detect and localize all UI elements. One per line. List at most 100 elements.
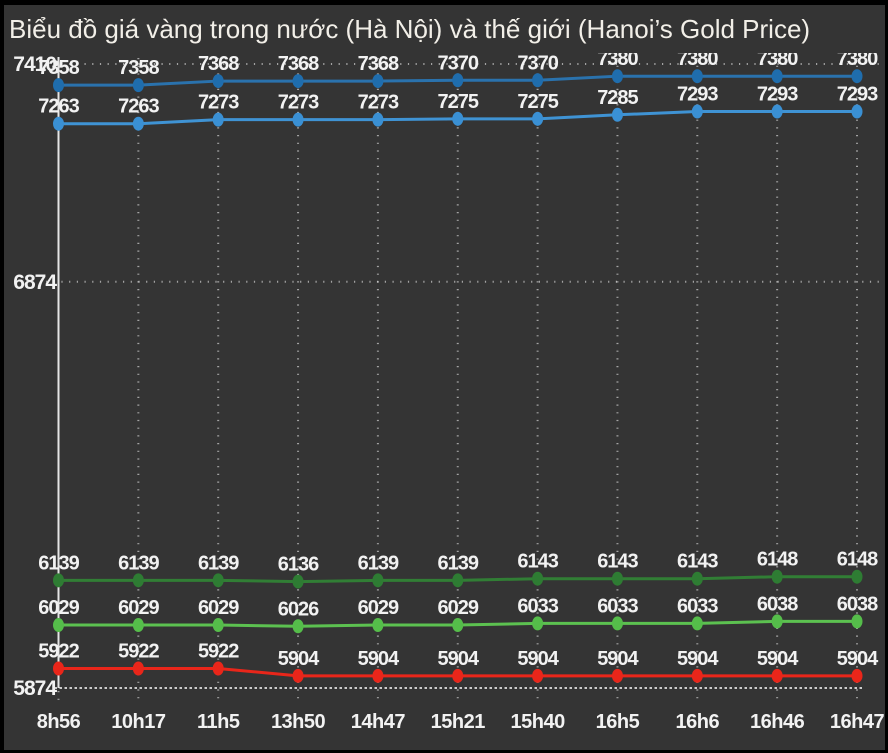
series-line-1: 7358 7358 7368 7368 7368 7370 7370 7380 7380 7380… xyxy=(38,48,879,93)
point-label: 6029 xyxy=(38,597,79,619)
data-point xyxy=(372,74,384,89)
x-tick-label: 16h5 xyxy=(596,711,640,733)
point-label: 7370 xyxy=(517,52,558,74)
data-point xyxy=(771,569,783,584)
point-label: 6136 xyxy=(278,554,319,576)
data-point xyxy=(532,111,544,126)
data-point xyxy=(132,618,144,633)
point-label: 6139 xyxy=(118,552,159,574)
x-tick-label: 8h56 xyxy=(37,711,81,733)
data-point xyxy=(771,69,783,84)
point-label: 7380 xyxy=(597,48,638,70)
data-point xyxy=(851,104,863,119)
point-label: 5922 xyxy=(198,641,239,663)
point-label: 6143 xyxy=(517,551,558,573)
data-point xyxy=(532,73,544,88)
y-tick-label: 5874 xyxy=(13,677,57,700)
point-label: 6148 xyxy=(757,549,798,571)
point-label: 7293 xyxy=(757,84,798,106)
point-label: 6029 xyxy=(198,597,239,619)
point-label: 7380 xyxy=(757,48,798,70)
point-label: 6038 xyxy=(757,593,798,615)
data-point xyxy=(132,661,144,676)
point-label: 6143 xyxy=(597,551,638,573)
window-border-bottom xyxy=(0,750,888,753)
window-border-top xyxy=(0,0,888,5)
point-label: 7275 xyxy=(438,91,479,113)
point-label: 6139 xyxy=(38,552,79,574)
data-point xyxy=(691,668,703,683)
point-label: 5904 xyxy=(677,648,719,670)
data-point xyxy=(691,616,703,631)
point-label: 5904 xyxy=(597,648,639,670)
point-label: 7263 xyxy=(118,96,159,118)
point-label: 6033 xyxy=(517,595,558,617)
data-point xyxy=(611,668,623,683)
point-label: 6033 xyxy=(677,595,718,617)
point-label: 7370 xyxy=(438,52,479,74)
point-label: 7263 xyxy=(38,96,79,118)
data-point xyxy=(452,573,464,588)
data-point xyxy=(532,616,544,631)
data-point xyxy=(292,619,304,634)
point-label: 6139 xyxy=(438,552,479,574)
point-label: 5922 xyxy=(38,641,79,663)
data-point xyxy=(212,74,224,89)
x-tick-label: 16h47 xyxy=(830,711,885,733)
x-tick-label: 11h5 xyxy=(197,711,240,733)
series-line-2: 7263 7263 7273 7273 7273 7275 7275 7285 7293 7293… xyxy=(38,84,879,131)
chart-title: Biểu đồ giá vàng trong nước (Hà Nội) và … xyxy=(4,5,885,53)
point-label: 7380 xyxy=(837,48,878,70)
data-point xyxy=(132,78,144,93)
point-label: 5904 xyxy=(517,648,559,670)
y-tick-label: 6874 xyxy=(13,271,57,294)
point-label: 6026 xyxy=(278,598,319,620)
point-label: 5904 xyxy=(358,648,400,670)
data-point xyxy=(452,73,464,88)
data-point xyxy=(212,573,224,588)
point-label: 5904 xyxy=(278,648,320,670)
window-border-left xyxy=(0,0,4,753)
data-point xyxy=(372,112,384,127)
data-point xyxy=(452,618,464,633)
data-point xyxy=(292,112,304,127)
data-point xyxy=(132,116,144,131)
data-point xyxy=(292,574,304,589)
x-tick-label: 10h17 xyxy=(111,711,166,733)
data-point xyxy=(292,74,304,89)
point-label: 7275 xyxy=(517,91,558,113)
x-tick-label: 15h21 xyxy=(431,711,486,733)
point-label: 7358 xyxy=(38,57,79,79)
data-point xyxy=(53,116,64,131)
x-tick-label: 16h46 xyxy=(750,711,805,733)
point-label: 5904 xyxy=(438,648,480,670)
point-label: 6038 xyxy=(837,593,878,615)
data-point xyxy=(53,573,64,588)
data-point xyxy=(212,618,224,633)
data-point xyxy=(53,661,64,676)
point-label: 7273 xyxy=(278,92,319,114)
data-point xyxy=(771,614,783,629)
point-label: 7273 xyxy=(198,92,239,114)
data-point xyxy=(372,668,384,683)
data-point xyxy=(532,571,544,586)
point-label: 7368 xyxy=(198,53,239,75)
series-line-4: 6029 6029 6029 6026 6029 6029 6033 6033 6033 6038… xyxy=(38,593,879,634)
data-point xyxy=(771,104,783,119)
y-tick-label: 7410 xyxy=(13,53,56,76)
point-label: 6029 xyxy=(438,597,479,619)
data-point xyxy=(851,614,863,629)
window-border-right xyxy=(885,0,888,753)
point-label: 7368 xyxy=(278,53,319,75)
data-point xyxy=(452,668,464,683)
data-point xyxy=(212,661,224,676)
data-point xyxy=(372,573,384,588)
data-point xyxy=(53,78,64,93)
data-point xyxy=(372,618,384,633)
point-label: 7285 xyxy=(597,87,638,109)
data-point xyxy=(532,668,544,683)
point-label: 6148 xyxy=(837,549,878,571)
data-point xyxy=(611,571,623,586)
